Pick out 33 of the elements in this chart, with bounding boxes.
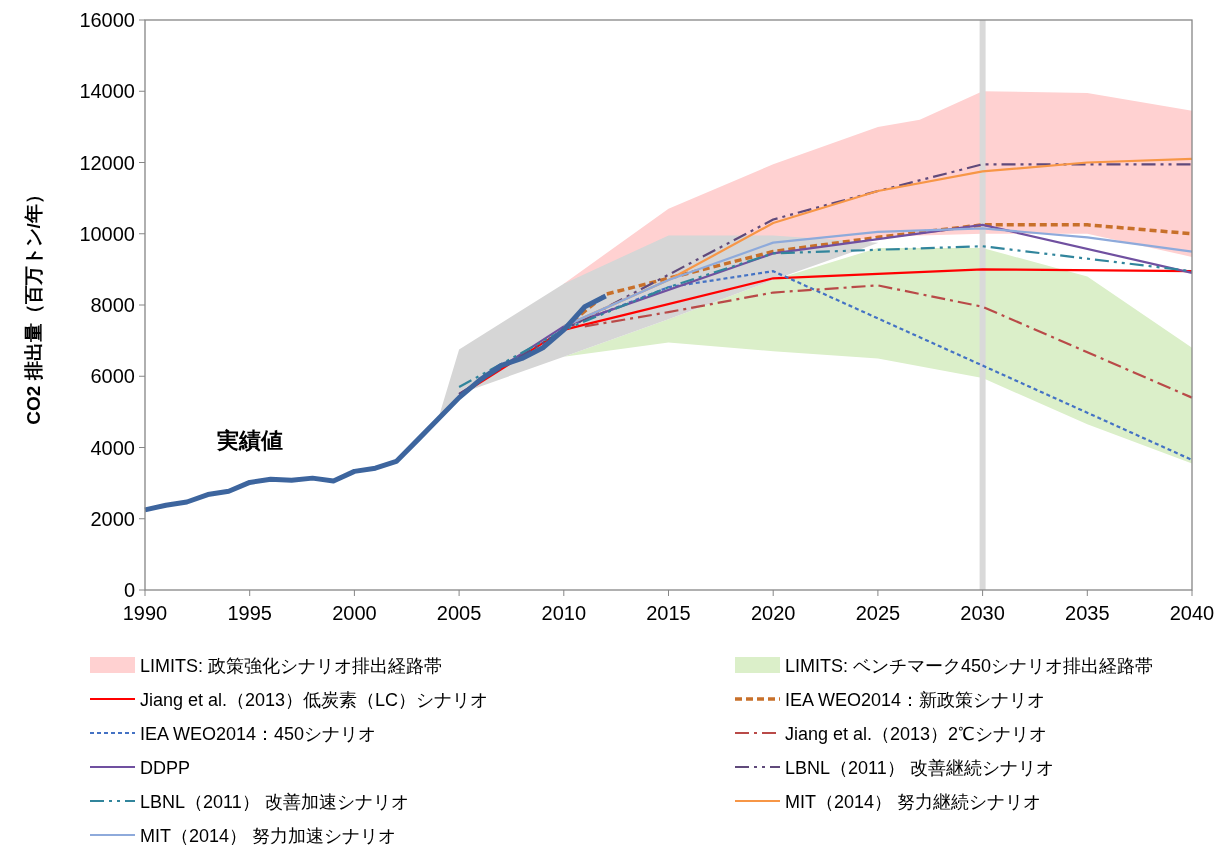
- annotation: 実績値: [216, 428, 283, 453]
- y-tick-label: 0: [123, 579, 135, 601]
- legend-label: LBNL（2011） 改善継続シナリオ: [785, 758, 1054, 778]
- x-tick-label: 2005: [436, 602, 482, 624]
- y-tick-label: 4000: [90, 436, 135, 459]
- y-tick-label: 10000: [79, 222, 135, 245]
- x-tick-label: 1990: [122, 602, 168, 624]
- x-tick-label: 2020: [750, 602, 796, 624]
- x-tick-label: 2000: [332, 602, 377, 624]
- legend-label: DDPP: [140, 758, 191, 778]
- legend-label: LBNL（2011） 改善加速シナリオ: [140, 792, 409, 812]
- legend-label: LIMITS: 政策強化シナリオ排出経路帯: [140, 656, 443, 676]
- legend-label: Jiang et al.（2013）2℃シナリオ: [785, 724, 1048, 744]
- y-tick-label: 6000: [90, 365, 135, 388]
- x-tick-label: 2025: [855, 602, 901, 624]
- y-tick-label: 16000: [79, 9, 135, 31]
- legend-label: IEA WEO2014：450シナリオ: [140, 724, 377, 744]
- y-tick-label: 8000: [90, 294, 135, 316]
- y-tick-label: 14000: [79, 80, 135, 103]
- y-axis-title: CO2 排出量（百万トン/年）: [23, 185, 44, 425]
- y-tick-label: 12000: [79, 151, 135, 174]
- x-tick-label: 2040: [1169, 602, 1215, 624]
- legend-label: MIT（2014） 努力継続シナリオ: [785, 792, 1042, 812]
- legend-label: MIT（2014） 努力加速シナリオ: [140, 826, 397, 846]
- x-tick-label: 2030: [960, 602, 1005, 624]
- y-tick-label: 2000: [90, 507, 135, 530]
- legend-label: IEA WEO2014：新政策シナリオ: [785, 690, 1046, 710]
- legend-label: LIMITS: ベンチマーク450シナリオ排出経路帯: [785, 656, 1154, 676]
- x-tick-label: 1995: [227, 602, 272, 624]
- x-tick-label: 2010: [541, 602, 587, 624]
- x-tick-label: 2015: [646, 602, 691, 624]
- legend-label: Jiang et al.（2013）低炭素（LC）シナリオ: [140, 690, 489, 710]
- x-tick-label: 2035: [1065, 602, 1110, 624]
